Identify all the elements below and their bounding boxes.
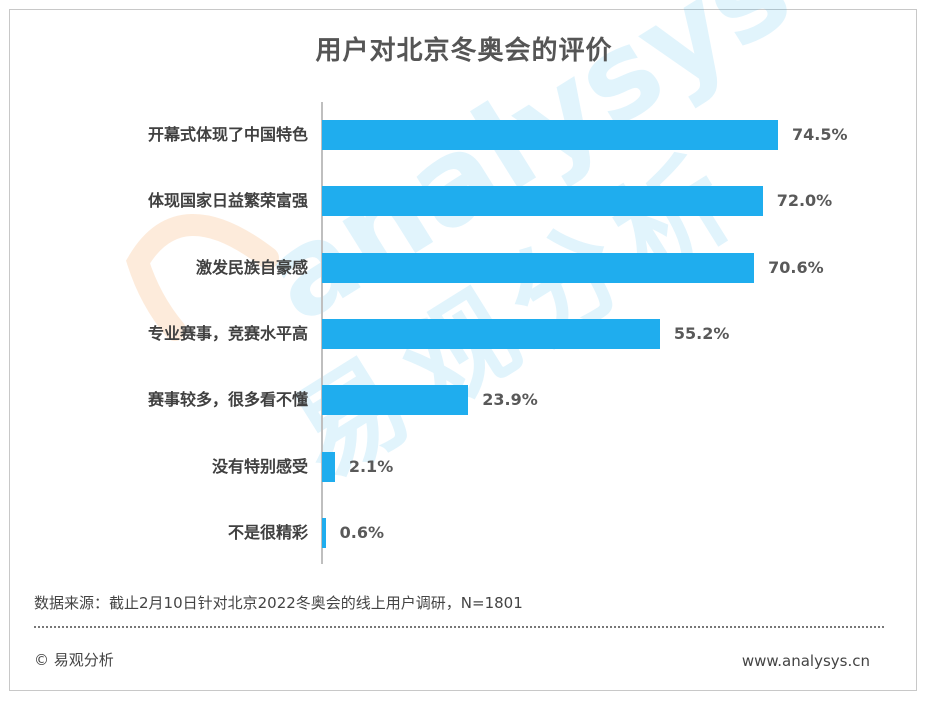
bar [322,319,660,349]
data-label: 74.5% [792,125,848,144]
chart-title: 用户对北京冬奥会的评价 [315,36,613,66]
data-label: 2.1% [348,457,394,476]
data-label: 55.2% [673,324,730,343]
bar [322,186,763,216]
category-label: 没有特别感受 [211,457,308,476]
bar [322,120,778,150]
category-label: 赛事较多，很多看不懂 [147,390,308,409]
bar [322,452,335,482]
category-label: 专业赛事，竞赛水平高 [147,324,308,343]
category-label: 不是很精彩 [227,523,308,542]
footer-divider [34,626,884,628]
category-label: 体现国家日益繁荣富强 [147,191,308,210]
data-label: 0.6% [339,523,385,542]
bar [322,385,469,415]
bar [322,253,755,283]
chart-frame [9,9,917,691]
data-label: 23.9% [482,390,538,409]
category-label: 激发民族自豪感 [195,258,308,277]
copyright-text: © 易观分析 [34,651,114,669]
bar [322,518,326,548]
category-label: 开幕式体现了中国特色 [147,125,308,144]
data-label: 72.0% [776,191,833,210]
website-link[interactable]: www.analysys.cn [741,652,870,670]
y-axis-line [321,102,323,564]
data-label: 70.6% [768,258,824,277]
data-source-note: 数据来源：截止2月10日针对北京2022冬奥会的线上用户调研，N=1801 [34,594,523,612]
